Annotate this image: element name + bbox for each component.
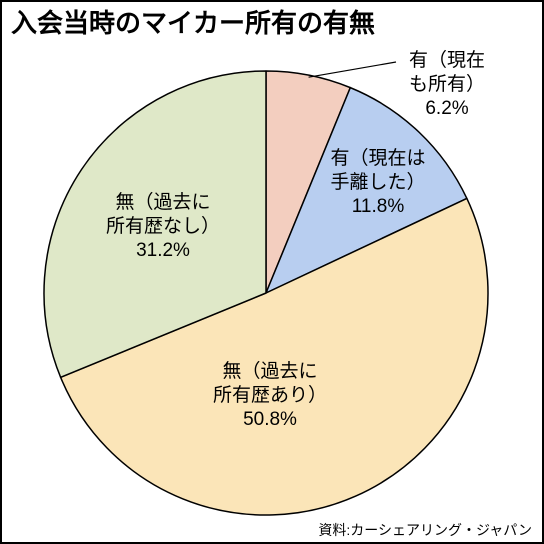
source-note: 資料:カーシェアリング・ジャパン bbox=[318, 522, 532, 538]
slice-label-owned-still: 有（現在 も所有） 6.2% bbox=[382, 49, 512, 121]
pie-slice-none-owned-before bbox=[59, 197, 489, 516]
slice-label-owned-let-go-line-1: 有（現在は bbox=[330, 148, 426, 169]
slice-label-none-never-owned: 無（過去に 所有歴なし） 31.2% bbox=[93, 191, 233, 263]
slice-label-none-owned-before-line-1: 無（過去に bbox=[222, 361, 318, 382]
slice-value-none-never-owned: 31.2% bbox=[136, 240, 190, 261]
slice-label-owned-still-line-1: 有（現在 bbox=[408, 50, 485, 71]
slice-label-none-never-owned-line-1: 無（過去に bbox=[115, 192, 211, 213]
slice-label-owned-still-line-2: も所有） bbox=[408, 74, 485, 95]
slice-label-owned-let-go: 有（現在は 手離した） 11.8% bbox=[313, 147, 443, 219]
slice-label-none-owned-before: 無（過去に 所有歴あり） 50.8% bbox=[200, 360, 340, 432]
chart-title: 入会当時のマイカー所有の有無 bbox=[11, 8, 376, 38]
leader-line bbox=[308, 61, 397, 78]
pie-slice-none-never-owned bbox=[43, 70, 267, 379]
slice-value-owned-let-go: 11.8% bbox=[351, 196, 405, 217]
slice-value-none-owned-before: 50.8% bbox=[243, 409, 297, 430]
slice-label-none-never-owned-line-2: 所有歴なし） bbox=[105, 216, 220, 237]
slice-label-owned-let-go-line-2: 手離した） bbox=[330, 172, 426, 193]
slice-label-none-owned-before-line-2: 所有歴あり） bbox=[212, 385, 327, 406]
pie-slice-owned-let-go bbox=[265, 86, 468, 294]
slice-value-owned-still: 6.2% bbox=[425, 98, 469, 119]
